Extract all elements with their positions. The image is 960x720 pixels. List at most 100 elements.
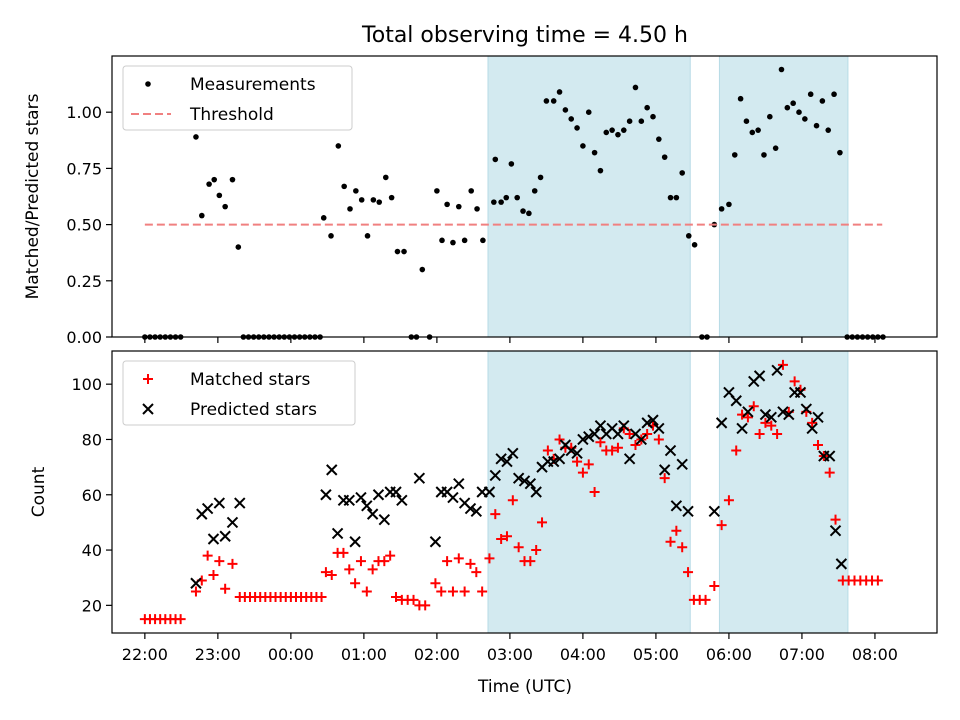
predicted-star-point <box>331 527 344 540</box>
matched-star-point <box>220 583 231 594</box>
observing-window-shade <box>487 55 691 338</box>
axes-frame <box>111 55 938 338</box>
matched-star-point <box>731 445 742 456</box>
predicted-star-point <box>507 447 519 460</box>
matched-star-point <box>683 567 694 578</box>
matched-star-point <box>496 534 507 544</box>
matched-star-point <box>420 600 431 611</box>
measurement-point <box>526 210 532 217</box>
matched-star-point <box>612 442 623 453</box>
measurement-point <box>216 192 223 199</box>
matched-star-point <box>367 564 378 575</box>
predicted-star-point <box>355 491 367 504</box>
predicted-star-point <box>213 497 226 509</box>
matched-star-point <box>748 401 759 412</box>
predicted-star-point <box>547 455 560 468</box>
matched-star-point <box>572 456 583 467</box>
measurement-point <box>229 176 236 183</box>
predicted-star-point <box>226 516 239 529</box>
matched-star-point <box>436 586 447 597</box>
measurement-point <box>388 194 395 201</box>
measurement-point <box>353 188 359 194</box>
matched-star-point <box>742 412 753 423</box>
x-tick-label: 07:00 <box>779 645 825 664</box>
predicted-star-point <box>664 444 677 457</box>
predicted-star-point <box>708 505 721 518</box>
predicted-star-point <box>577 433 589 446</box>
measurement-point <box>503 194 510 201</box>
measurement-point <box>784 104 791 111</box>
measurement-point <box>615 131 621 138</box>
measurement-point <box>520 208 526 214</box>
matched-star-point <box>447 586 458 597</box>
x-tick-label: 05:00 <box>633 645 679 664</box>
measurement-point <box>537 174 544 181</box>
measurement-point <box>492 156 499 163</box>
measurement-point <box>434 188 440 194</box>
predicted-star-point <box>682 505 694 518</box>
predicted-star-point <box>730 395 742 407</box>
matched-star-point <box>385 550 396 561</box>
matched-star-point <box>677 542 688 553</box>
y-tick-label: 60 <box>82 486 102 505</box>
measurement-point <box>597 167 604 174</box>
y-tick-label: 0.00 <box>66 328 102 347</box>
measurement-point <box>585 109 592 115</box>
measurement-point <box>638 118 645 124</box>
matched-star-point <box>760 417 771 428</box>
measurement-point <box>222 203 228 210</box>
measurement-point <box>761 152 767 158</box>
axes-frame <box>111 350 938 634</box>
matched-star-point <box>754 428 765 439</box>
predicted-star-point <box>483 486 496 498</box>
matched-star-point <box>350 578 361 589</box>
measurement-point <box>562 107 569 113</box>
measurement-point <box>358 197 365 203</box>
predicted-star-point <box>343 494 355 507</box>
measurement-point <box>825 127 832 133</box>
measurement-point <box>737 95 744 102</box>
matched-star-point <box>671 525 682 536</box>
predicted-star-point <box>765 411 777 424</box>
matched-star-point <box>607 445 618 456</box>
measurement-point <box>591 149 598 156</box>
predicted-star-point <box>635 433 648 446</box>
matched-star-point <box>642 428 653 439</box>
legend-label: Predicted stars <box>190 400 317 420</box>
measurement-point <box>382 174 389 181</box>
predicted-star-point <box>588 428 601 440</box>
matched-star-point <box>659 473 670 484</box>
predicted-star-point <box>326 464 338 476</box>
matched-star-point <box>465 558 476 569</box>
matched-star-point <box>583 459 594 470</box>
measurement-point <box>656 136 662 142</box>
predicted-star-point <box>771 364 783 377</box>
legend-label: Measurements <box>190 75 316 95</box>
y-tick-label: 1.00 <box>66 103 102 122</box>
predicted-star-point <box>658 464 671 476</box>
matched-star-point <box>513 542 524 553</box>
predicted-star-point <box>612 428 624 440</box>
legend-label: Threshold <box>189 105 274 125</box>
predicted-star-point <box>464 502 477 515</box>
predicted-star-point <box>553 453 566 465</box>
measurement-point <box>444 201 450 208</box>
measurement-point <box>514 194 520 201</box>
predicted-star-point <box>653 422 665 435</box>
legend-box <box>122 65 353 131</box>
matched-star-point <box>653 434 664 445</box>
measurement-point <box>679 170 685 176</box>
x-tick-label: 00:00 <box>268 645 314 664</box>
measurement-point <box>364 233 371 239</box>
matched-star-point <box>595 437 606 448</box>
measurement-point <box>603 129 610 136</box>
legend-label: Matched stars <box>190 370 310 390</box>
predicted-star-point <box>349 536 361 548</box>
measurement-point <box>650 113 656 120</box>
measurement-point <box>211 176 218 183</box>
matched-star-point <box>326 569 337 580</box>
predicted-star-point <box>470 505 483 518</box>
measurement-point <box>632 84 639 91</box>
predicted-star-point <box>594 419 607 432</box>
predicted-star-point <box>715 417 728 429</box>
